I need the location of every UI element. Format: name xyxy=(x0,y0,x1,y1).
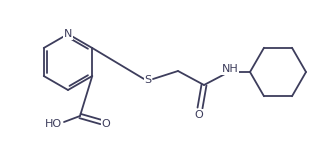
Text: S: S xyxy=(145,75,152,85)
Text: O: O xyxy=(102,119,110,129)
Text: HO: HO xyxy=(44,119,62,129)
Text: NH: NH xyxy=(222,64,238,74)
Text: O: O xyxy=(194,110,203,120)
Text: N: N xyxy=(64,29,72,39)
